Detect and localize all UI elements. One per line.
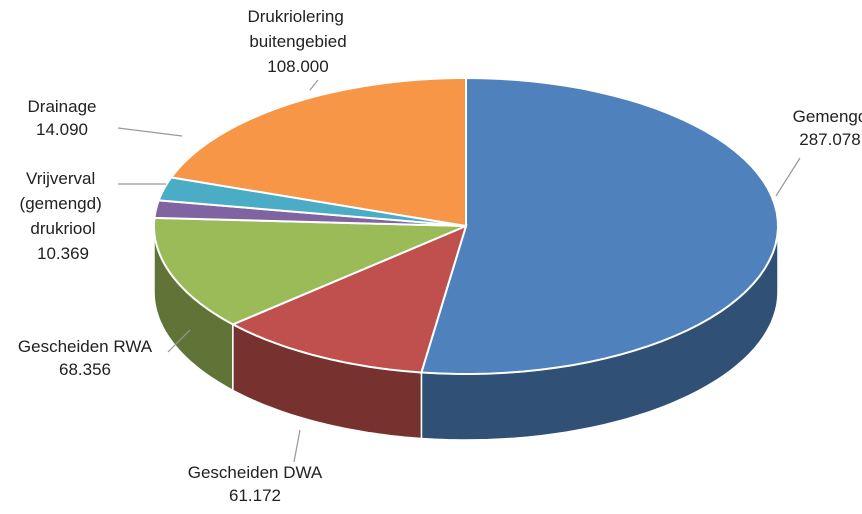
value-label: 108.000 [267, 57, 328, 76]
value-label: 287.078 [799, 130, 860, 149]
value-label: 14.090 [36, 120, 88, 139]
value-label: 61.172 [229, 486, 281, 505]
label-line: Vrijverval [26, 169, 100, 188]
slice [230, 224, 468, 374]
leader-line [309, 79, 319, 91]
category-label: Drukriolering buitengebied [247, 7, 348, 51]
label-line: Drukriolering [247, 7, 348, 26]
slice [420, 76, 780, 376]
value-label: 10.369 [37, 244, 89, 263]
value-label: 68.356 [59, 360, 111, 379]
leader-line [293, 429, 301, 463]
label-line: (gemengd) [20, 194, 107, 213]
category-label: Drainage [28, 97, 97, 116]
label-line: drukriool [30, 219, 95, 238]
label-line: buitengebied [249, 32, 346, 51]
category-label: Gescheiden DWA [188, 463, 323, 482]
category-label: Vrijverval (gemengd) drukriool [20, 169, 107, 238]
leader-line [167, 329, 191, 353]
category-label: Gemengd [793, 107, 862, 126]
leader-line [117, 127, 183, 137]
category-label: Gescheiden RWA [18, 337, 153, 356]
slice [169, 77, 467, 228]
leader-line [775, 157, 801, 197]
slice [153, 216, 467, 326]
